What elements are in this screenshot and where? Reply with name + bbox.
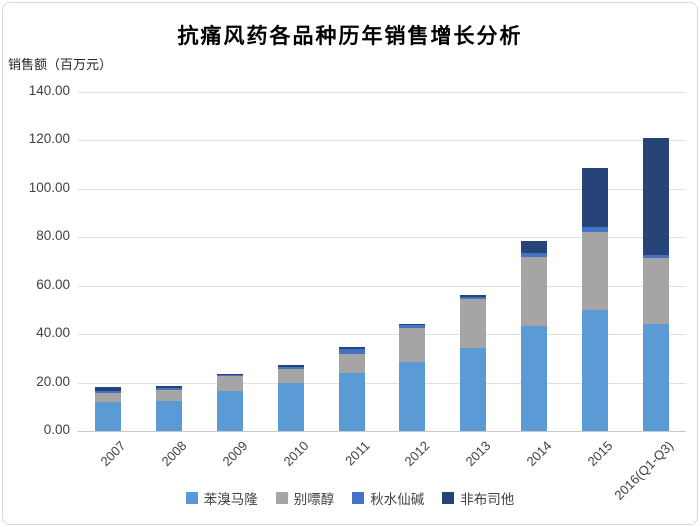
x-tick-label: 2007 xyxy=(97,438,130,470)
legend: 苯溴马隆 别嘌醇 秋水仙碱 非布司他 xyxy=(0,488,700,508)
bar-segment-febuxostat xyxy=(277,365,304,367)
bar-2010 xyxy=(277,365,304,431)
bar-segment-allopurinol xyxy=(217,376,243,392)
x-tick-label: 2012 xyxy=(401,438,434,470)
bar-2016-q1-q3- xyxy=(642,138,669,431)
bar-segment-colchicine xyxy=(338,349,365,354)
bar-segment-colchicine xyxy=(277,366,304,370)
bar-segment-benzbromarone xyxy=(399,362,426,431)
x-tick-label: 2009 xyxy=(219,438,251,470)
bar-segment-benzbromarone xyxy=(338,373,365,431)
bar-2015 xyxy=(581,168,608,431)
gridline xyxy=(78,382,686,384)
y-tick-label: 100.00 xyxy=(28,179,70,195)
gridline xyxy=(78,188,686,190)
gridline xyxy=(78,140,686,142)
bar-segment-colchicine xyxy=(521,253,547,258)
bar-segment-allopurinol xyxy=(156,390,183,401)
bar-segment-febuxostat xyxy=(460,294,487,297)
bar-segment-colchicine xyxy=(642,254,669,258)
gridline xyxy=(78,285,686,287)
legend-label: 苯溴马隆 xyxy=(203,492,258,507)
bar-segment-allopurinol xyxy=(521,257,547,326)
x-tick-label: 2014 xyxy=(523,438,555,470)
bar-2012 xyxy=(399,323,426,431)
bar-segment-colchicine xyxy=(95,391,122,393)
bar-segment-allopurinol xyxy=(95,392,122,402)
x-tick-label: 2015 xyxy=(584,438,616,470)
bar-2013 xyxy=(460,294,487,431)
bar-segment-benzbromarone xyxy=(460,348,487,431)
bar-2009 xyxy=(217,373,243,431)
x-tick-label: 2011 xyxy=(341,438,373,469)
bar-segment-febuxostat xyxy=(95,386,122,392)
bar-2007 xyxy=(95,386,122,431)
plot-area xyxy=(78,92,686,432)
bar-segment-colchicine xyxy=(581,227,608,233)
y-tick-label: 60.00 xyxy=(36,276,70,292)
y-tick-label: 20.00 xyxy=(36,373,70,389)
chart-title: 抗痛风药各品种历年销售增长分析 xyxy=(177,25,523,48)
bar-segment-allopurinol xyxy=(642,257,669,325)
legend-swatch-icon xyxy=(275,492,288,504)
gridline xyxy=(78,92,686,93)
x-tick-label: 2008 xyxy=(158,438,190,470)
bar-segment-benzbromarone xyxy=(277,383,304,431)
bar-segment-febuxostat xyxy=(217,373,243,375)
bar-segment-febuxostat xyxy=(581,168,608,228)
bar-segment-colchicine xyxy=(460,296,487,300)
y-axis-tick-labels: 140.00 120.00 100.00 80.00 60.00 40.00 20.00 0.… xyxy=(0,83,70,437)
bar-segment-allopurinol xyxy=(338,353,365,374)
bar-segment-benzbromarone xyxy=(217,391,243,431)
x-tick-label: 2013 xyxy=(462,438,494,470)
bar-segment-benzbromarone xyxy=(521,325,547,431)
bar-segment-colchicine xyxy=(399,324,426,329)
bar-segment-febuxostat xyxy=(521,240,547,254)
bar-segment-benzbromarone xyxy=(156,400,183,431)
bar-segment-allopurinol xyxy=(277,369,304,384)
bar-segment-benzbromarone xyxy=(95,401,122,431)
x-tick-label: 2010 xyxy=(280,438,312,470)
gridline xyxy=(78,237,686,239)
bar-2008 xyxy=(156,385,183,431)
y-tick-label: 80.00 xyxy=(36,228,70,244)
legend-label: 非布司他 xyxy=(460,492,515,507)
bar-segment-febuxostat xyxy=(338,347,365,350)
bar-2011 xyxy=(338,347,365,431)
bar-segment-allopurinol xyxy=(460,299,487,349)
legend-swatch-icon xyxy=(442,492,455,504)
y-tick-label: 0.00 xyxy=(43,422,70,437)
bar-segment-benzbromarone xyxy=(642,324,669,431)
y-tick-label: 140.00 xyxy=(28,83,70,98)
legend-label: 别嘌醇 xyxy=(293,492,335,507)
legend-swatch-icon xyxy=(185,492,198,504)
bar-segment-benzbromarone xyxy=(581,310,608,431)
bar-segment-allopurinol xyxy=(399,328,426,363)
legend-swatch-icon xyxy=(352,492,365,504)
legend-item-allopurinol: 别嘌醇 xyxy=(275,488,335,508)
bar-2014 xyxy=(521,240,547,431)
y-tick-label: 120.00 xyxy=(28,131,70,147)
bar-segment-colchicine xyxy=(156,387,183,391)
y-tick-label: 40.00 xyxy=(36,325,70,341)
gridline xyxy=(78,334,686,336)
y-axis-unit-label: 销售额（百万元） xyxy=(8,57,113,72)
bar-segment-febuxostat xyxy=(156,385,183,388)
bar-segment-allopurinol xyxy=(581,232,608,311)
bar-segment-febuxostat xyxy=(642,138,669,255)
legend-item-colchicine: 秋水仙碱 xyxy=(352,488,424,508)
legend-item-febuxostat: 非布司他 xyxy=(442,488,514,508)
legend-label: 秋水仙碱 xyxy=(370,492,425,507)
bar-segment-colchicine xyxy=(217,374,243,377)
bar-segment-febuxostat xyxy=(399,323,426,325)
legend-item-benzbromarone: 苯溴马隆 xyxy=(185,488,258,508)
x-axis-baseline xyxy=(78,431,686,432)
